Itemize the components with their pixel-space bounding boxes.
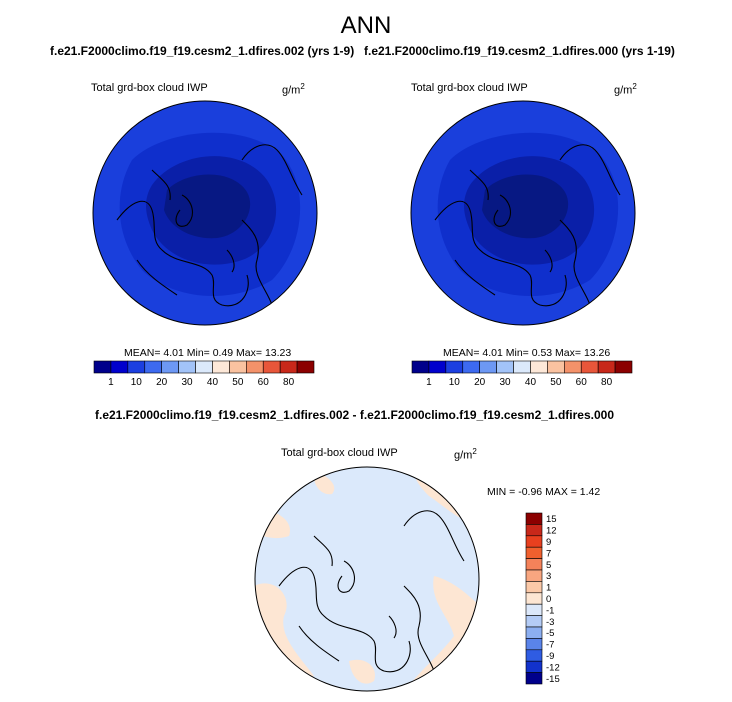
units-right: g/m2 [614,82,637,97]
case-title-diff: f.e21.F2000climo.f19_f19.cesm2_1.dfires.… [95,408,614,422]
colorbar-diff-swatch [525,626,543,639]
colorbar-diff-swatch [525,638,543,651]
colorbar-diff-swatch [525,660,543,673]
coastline-left [116,144,303,307]
colorbar-diff-label: -15 [546,674,560,685]
colorbar-right-label: 50 [550,377,562,388]
panel-label-diff: Total grd-box cloud IWP [281,447,398,459]
colorbar-right-swatch [530,360,548,374]
colorbar-right-swatch [496,360,514,374]
colorbar-diff-label: -1 [546,605,554,616]
colorbar-right-swatch [428,360,447,374]
colorbar-right-label: 40 [525,377,537,388]
colorbar-diff-swatch [525,558,543,571]
colorbar-diff-swatch [525,524,543,537]
colorbar-diff-swatch [525,615,543,628]
colorbar-left-label: 20 [156,377,168,388]
colorbar-right-swatch [513,360,531,374]
colorbar-left-swatch [110,360,129,374]
stats-diff: MIN = -0.96 MAX = 1.42 [487,486,601,498]
colorbar-diff-swatch [525,546,543,559]
units-diff: g/m2 [454,447,477,462]
units-left: g/m2 [282,82,305,97]
colorbar-diff-swatch [525,569,543,582]
case-title-left: f.e21.F2000climo.f19_f19.cesm2_1.dfires.… [50,44,355,58]
colorbar-left-label: 1 [108,377,114,388]
colorbar-left-swatch [246,360,264,374]
map-left [92,100,318,326]
colorbar-left-swatch [212,360,230,374]
colorbar-left-swatch [296,360,315,374]
colorbar-diff-label: 0 [546,594,551,605]
colorbar-left-swatch [161,360,179,374]
colorbar-left-label: 30 [182,377,194,388]
colorbar-diff-label: -9 [546,651,554,662]
colorbar-right-swatch [547,360,565,374]
colorbar-diff-label: 12 [546,526,557,537]
colorbar-diff-label: 15 [546,514,557,525]
colorbar-left-label: 80 [283,377,295,388]
colorbar-right-swatch [445,360,464,374]
colorbar-right-swatch [597,360,616,374]
colorbar-right-label: 1 [426,377,432,388]
colorbar-left-swatch [178,360,196,374]
colorbar-left-swatch [93,360,112,374]
colorbar-diff-swatch [525,603,543,616]
panel-label-left: Total grd-box cloud IWP [91,82,208,94]
colorbar-left-swatch [279,360,298,374]
colorbar-left-label: 10 [131,377,143,388]
colorbar-right-swatch [479,360,497,374]
stats-right: MEAN= 4.01 Min= 0.53 Max= 13.26 [443,347,611,359]
colorbar-left-swatch [229,360,247,374]
colorbar-diff-swatch [525,592,543,605]
map-diff [254,466,480,692]
colorbar-left-label: 50 [232,377,244,388]
colorbar-left: 1 10 20 30 40 50 60 80 [93,360,315,388]
colorbar-diff-label: 1 [546,583,551,594]
field-positive-diff-5 [349,659,375,684]
colorbar-diff-label: 7 [546,548,551,559]
colorbar-right-label: 30 [500,377,512,388]
colorbar-diff-swatch [525,649,543,662]
colorbar-right-swatch [580,360,599,374]
map-right [410,100,636,326]
colorbar-diff-label: -7 [546,640,554,651]
colorbar-diff-label: 5 [546,560,551,571]
colorbar-left-swatch [144,360,162,374]
colorbar-diff-label: 3 [546,571,551,582]
colorbar-diff-label: 9 [546,537,551,548]
coastline-right [434,144,621,307]
case-title-right: f.e21.F2000climo.f19_f19.cesm2_1.dfires.… [364,44,675,58]
colorbar-diff-label: -5 [546,628,554,639]
colorbar-right-label: 80 [601,377,613,388]
colorbar-right-label: 20 [474,377,486,388]
colorbar-left-swatch [262,360,281,374]
colorbar-diff-swatch [525,581,543,594]
colorbar-diff-label: -3 [546,617,554,628]
colorbar-right-swatch [411,360,430,374]
colorbar-right: 1 10 20 30 40 50 60 80 [411,360,633,388]
colorbar-left-label: 60 [258,377,270,388]
colorbar-left-swatch [127,360,146,374]
colorbar-right-label: 10 [449,377,461,388]
colorbar-diff-label: -12 [546,662,560,673]
colorbar-diff-swatch [525,535,543,548]
season-title: ANN [340,12,392,39]
colorbar-diff-swatch [525,512,543,525]
colorbar-right-swatch [614,360,633,374]
colorbar-right-label: 60 [576,377,588,388]
field-core-right [482,174,569,239]
panel-label-right: Total grd-box cloud IWP [411,82,528,94]
colorbar-left-label: 40 [207,377,219,388]
colorbar-right-swatch [462,360,480,374]
stats-left: MEAN= 4.01 Min= 0.49 Max= 13.23 [124,347,292,359]
colorbar-left-swatch [195,360,213,374]
coastline-diff [278,510,465,673]
colorbar-right-swatch [564,360,582,374]
field-core-left [164,174,251,239]
colorbar-diff-swatch [525,672,543,685]
